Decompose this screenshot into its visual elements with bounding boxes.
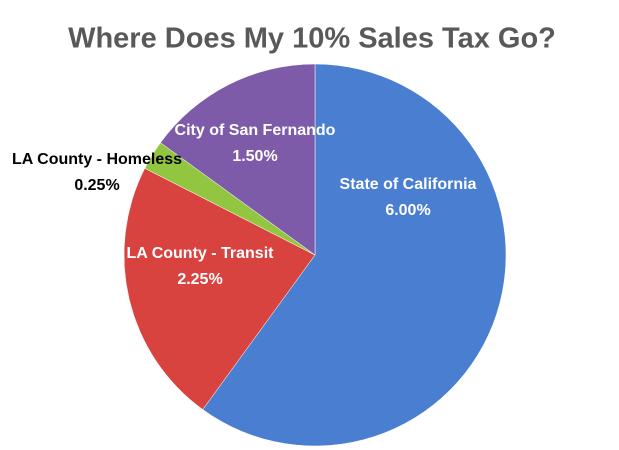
chart-title: Where Does My 10% Sales Tax Go?: [68, 23, 556, 55]
slice-value-label: 0.25%: [74, 177, 119, 194]
pie-slice: [160, 63, 316, 256]
slice-value-label: 6.00%: [385, 202, 430, 219]
slice-label: LA County - Transit: [127, 245, 275, 262]
slice-label: City of San Fernando: [175, 122, 336, 139]
slice-value-label: 1.50%: [232, 148, 277, 165]
pie-slice: [202, 63, 507, 447]
pie-slice: [123, 167, 316, 410]
slice-label: State of California: [340, 176, 477, 193]
slice-value-label: 2.25%: [177, 271, 222, 288]
slice-label: LA County - Homeless: [12, 151, 182, 168]
